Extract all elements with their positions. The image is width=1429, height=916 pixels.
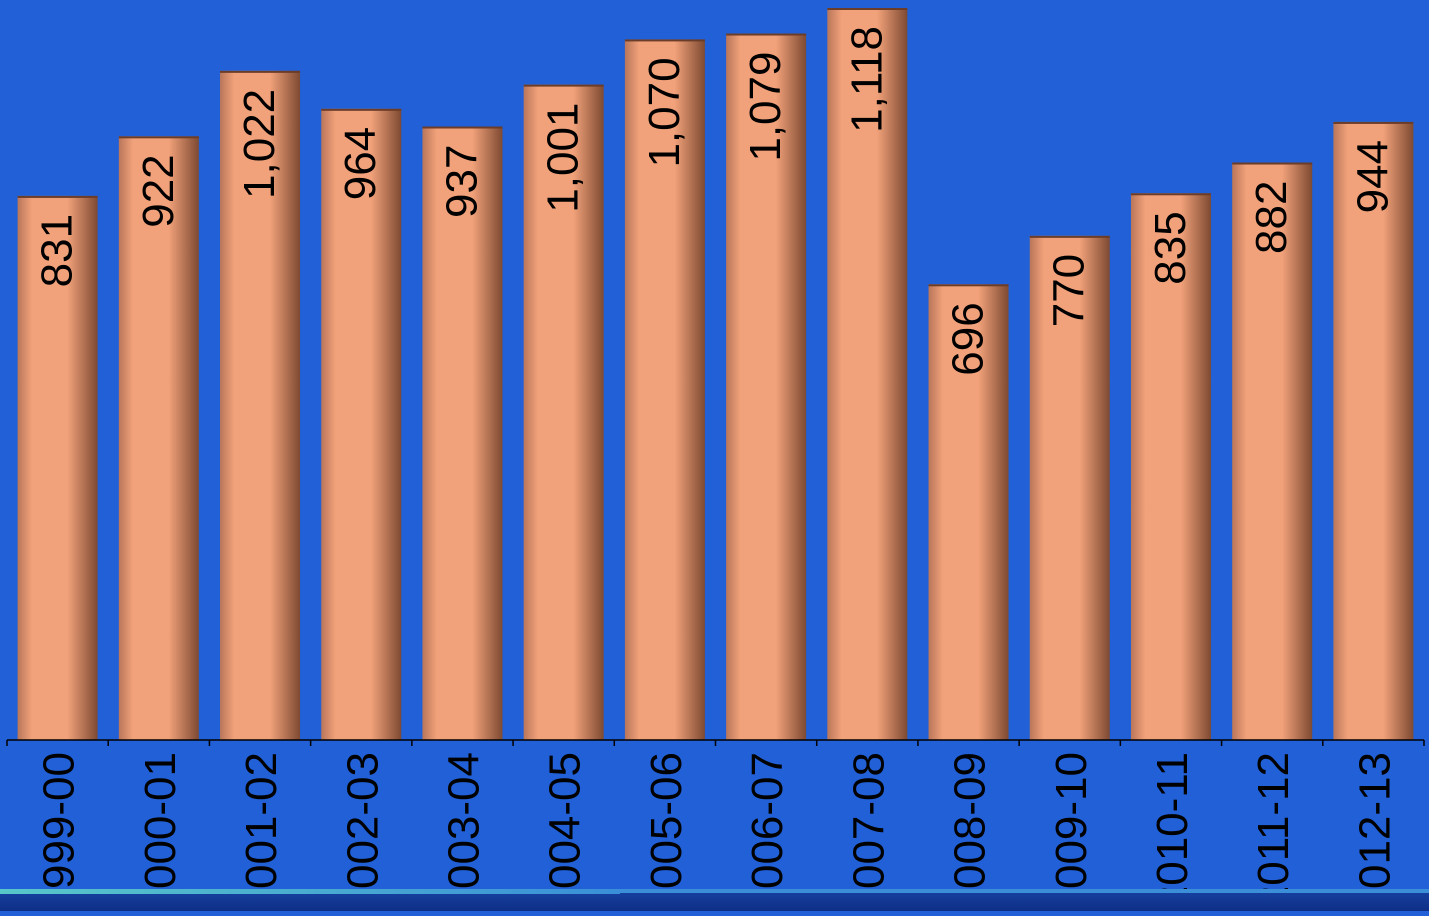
- bar-top-edge: [1130, 193, 1211, 196]
- category-labels-group: 1999-00 2000-01 2001-02 2002-03 2003-04 2004-…: [35, 752, 1400, 913]
- category-label: 2006-07: [743, 752, 792, 911]
- bar-2003-04: [422, 126, 503, 740]
- category-label: 2000-01: [136, 752, 185, 911]
- slide-footer-band: [0, 889, 1429, 911]
- category-label: 2004-05: [541, 752, 590, 911]
- value-label: 1,001: [539, 103, 588, 213]
- category-label: 2011-12: [1249, 752, 1298, 910]
- value-label: 1,118: [842, 26, 891, 133]
- category-label: 2009-10: [1047, 752, 1096, 911]
- bar-top-edge: [624, 39, 705, 42]
- x-axis-ticks: [6, 740, 1425, 746]
- category-label: 2005-06: [642, 752, 691, 911]
- value-label: 922: [134, 154, 183, 227]
- value-label: 964: [336, 127, 385, 200]
- bar-top-edge: [321, 108, 402, 111]
- bar-top-edge: [17, 195, 98, 198]
- bar-2008-09: [928, 284, 1009, 740]
- category-label: 2012-13: [1350, 752, 1399, 911]
- bar-top-edge: [118, 136, 199, 139]
- bar-top-edge: [726, 33, 807, 36]
- bar-2005-06: [624, 39, 705, 740]
- bar-top-edge: [422, 126, 503, 129]
- bar-top-edge: [1232, 162, 1313, 165]
- bar-2007-08: [827, 8, 908, 740]
- bar-2012-13: [1333, 121, 1414, 740]
- bar-2001-02: [220, 70, 301, 740]
- category-label: 2003-04: [439, 752, 488, 911]
- bar-top-edge: [928, 284, 1009, 287]
- bar-2004-05: [523, 84, 604, 740]
- value-label: 882: [1247, 181, 1296, 254]
- value-label: 1,079: [741, 52, 790, 162]
- category-label: 2010-11: [1148, 752, 1197, 910]
- bar-2009-10: [1029, 235, 1110, 740]
- bar-2002-03: [321, 108, 402, 740]
- category-label: 2002-03: [338, 752, 387, 911]
- value-label: 937: [437, 145, 486, 218]
- bar-top-edge: [220, 70, 301, 73]
- bar-2010-11: [1130, 193, 1211, 740]
- bar-top-edge: [1029, 235, 1110, 238]
- category-label: 2001-02: [237, 752, 286, 911]
- value-label: 1,070: [640, 57, 689, 167]
- category-label: 1999-00: [35, 752, 84, 911]
- bar-2011-12: [1232, 162, 1313, 740]
- bar-top-edge: [827, 8, 908, 10]
- value-label: 770: [1045, 254, 1094, 327]
- bars-group: [17, 8, 1414, 741]
- value-label: 696: [944, 302, 993, 375]
- value-labels-group: 831 922 1,022 964 937 1,001 1,070 1,079 1,118 696…: [33, 26, 1398, 376]
- bar-top-edge: [1333, 121, 1414, 124]
- category-label: 2007-08: [844, 752, 893, 911]
- bar-top-edge: [523, 84, 604, 87]
- bar-2000-01: [118, 136, 199, 740]
- bar-2006-07: [726, 33, 807, 740]
- category-label: 2008-09: [946, 752, 995, 911]
- value-label: 944: [1348, 140, 1397, 213]
- value-label: 831: [33, 214, 82, 287]
- bar-1999-00: [17, 195, 98, 741]
- value-label: 835: [1146, 211, 1195, 284]
- value-label: 1,022: [235, 89, 284, 199]
